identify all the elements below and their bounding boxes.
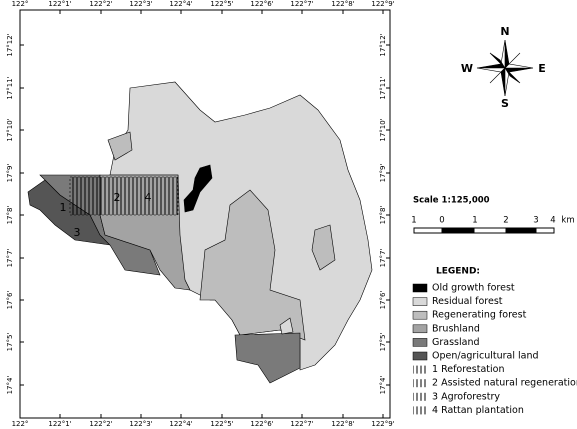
longitude-label: 122°4' [169, 0, 192, 8]
longitude-label: 122°1' [48, 420, 71, 428]
latitude-label: 17°9' [379, 164, 387, 183]
longitude-label: 122°2' [89, 0, 112, 8]
longitude-label: 122°6' [250, 420, 273, 428]
longitude-label: 122°5' [210, 0, 233, 8]
legend-label: Grassland [432, 337, 480, 348]
latitude-label: 17°4' [6, 376, 14, 395]
residual-forest [279, 317, 294, 335]
longitude-label: 122°4' [169, 420, 192, 428]
grassland [234, 332, 301, 384]
latitude-label: 17°6' [379, 291, 387, 310]
scale-label: 1 [472, 216, 477, 226]
longitude-label: 122°8' [331, 0, 354, 8]
scale-label: 0 [439, 216, 444, 226]
latitude-label: 17°8' [379, 206, 387, 225]
longitude-label: 122° [12, 420, 29, 428]
regenerating-forest [107, 131, 133, 161]
longitude-label: 122°2' [89, 420, 112, 428]
scale-label: 1 [411, 216, 416, 226]
legend-swatch [412, 310, 428, 320]
longitude-label: 122°8' [331, 420, 354, 428]
compass-n: N [500, 25, 509, 38]
legend-label: Residual forest [432, 296, 503, 307]
old-growth-forest [183, 164, 213, 213]
longitude-label: 122°3' [129, 420, 152, 428]
latitude-label: 17°11' [379, 76, 387, 99]
scale-label: 3 [533, 216, 538, 226]
area-label: 3 [74, 226, 81, 239]
regenerating-forest [199, 189, 306, 341]
scale-label: km [561, 216, 574, 226]
regenerating-forest [311, 224, 336, 271]
longitude-label: 122°7' [290, 420, 313, 428]
latitude-label: 17°12' [6, 33, 14, 56]
legend-swatch [412, 338, 428, 347]
latitude-label: 17°9' [6, 164, 14, 183]
legend-label: 2 Assisted natural regeneration [432, 378, 577, 389]
legend-label: Brushland [432, 323, 480, 334]
scale-label: 4 [550, 216, 555, 226]
legend-swatch [412, 351, 428, 361]
longitude-label: 122°6' [250, 0, 273, 8]
latitude-label: 17°11' [6, 76, 14, 99]
latitude-label: 17°7' [6, 249, 14, 268]
legend-swatch [412, 297, 428, 306]
longitude-label: 122°3' [129, 0, 152, 8]
latitude-label: 17°10' [6, 118, 14, 141]
legend-swatch [413, 392, 427, 401]
legend-label: Regenerating forest [432, 310, 527, 321]
legend-label: 4 Rattan plantation [432, 405, 524, 416]
longitude-label: 122°1' [48, 0, 71, 8]
longitude-label: 122°5' [210, 420, 233, 428]
compass-e: E [538, 62, 546, 75]
longitude-label: 122°9' [371, 0, 394, 8]
land-cover [27, 81, 373, 384]
area-label: 2 [114, 191, 121, 204]
legend-label: 3 Agroforestry [432, 391, 500, 402]
compass-rose [476, 39, 534, 97]
latitude-label: 17°10' [379, 118, 387, 141]
latitude-label: 17°7' [379, 249, 387, 268]
legend-swatch [412, 324, 428, 334]
legend-swatch [413, 365, 427, 374]
legend-label: Open/agricultural land [432, 351, 539, 362]
legend-swatch [413, 379, 427, 388]
legend-label: 1 Reforestation [432, 364, 504, 375]
longitude-label: 122°7' [290, 0, 313, 8]
latitude-label: 17°4' [379, 376, 387, 395]
legend-swatch [412, 283, 428, 293]
latitude-label: 17°12' [379, 33, 387, 56]
legend-swatch [413, 406, 427, 415]
scale-bar [413, 227, 555, 234]
compass-s: S [501, 97, 509, 110]
scale-label: 2 [503, 216, 508, 226]
latitude-label: 17°6' [6, 291, 14, 310]
project-area [69, 176, 179, 216]
latitude-label: 17°5' [6, 333, 14, 352]
legend-title: LEGEND: [436, 267, 480, 277]
longitude-label: 122° [12, 0, 29, 8]
latitude-label: 17°5' [379, 333, 387, 352]
area-label: 4 [145, 191, 152, 204]
area-label: 1 [60, 201, 67, 214]
latitude-label: 17°8' [6, 206, 14, 225]
compass-w: W [461, 62, 473, 75]
longitude-label: 122°9' [371, 420, 394, 428]
legend-label: Old growth forest [432, 283, 515, 294]
scale-title: Scale 1:125,000 [413, 196, 490, 206]
